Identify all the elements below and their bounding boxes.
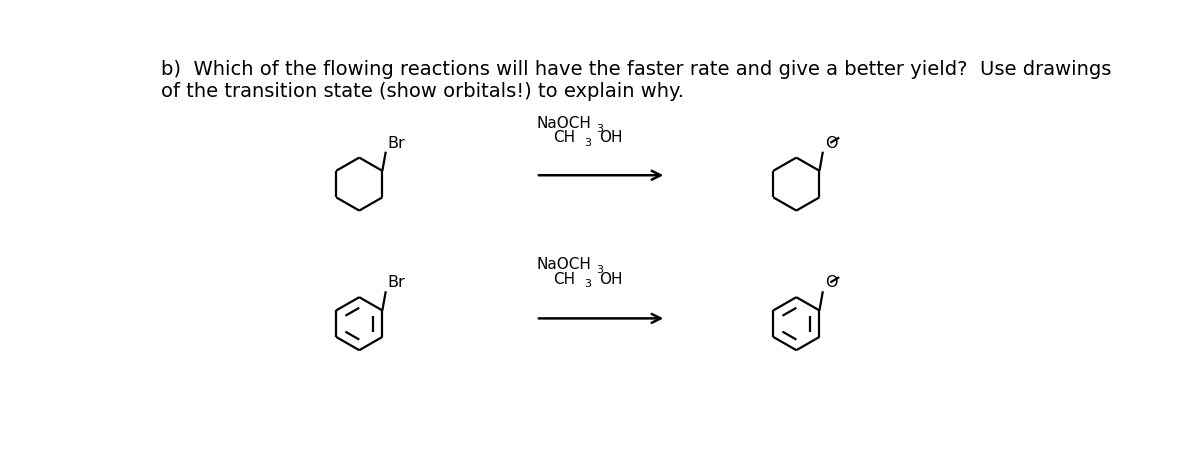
Text: 3: 3 xyxy=(584,279,592,289)
Text: b)  Which of the flowing reactions will have the faster rate and give a better y: b) Which of the flowing reactions will h… xyxy=(161,61,1111,101)
Text: 3: 3 xyxy=(584,138,592,148)
Text: CH: CH xyxy=(553,272,575,286)
Text: CH: CH xyxy=(553,130,575,145)
Text: 3: 3 xyxy=(596,123,604,134)
Text: OH: OH xyxy=(599,272,623,286)
Text: NaOCH: NaOCH xyxy=(536,257,592,273)
Text: 3: 3 xyxy=(596,265,604,275)
Text: Br: Br xyxy=(388,275,406,290)
Text: OH: OH xyxy=(599,130,623,145)
Text: O: O xyxy=(824,275,838,290)
Text: Br: Br xyxy=(388,135,406,151)
Text: O: O xyxy=(824,135,838,151)
Text: NaOCH: NaOCH xyxy=(536,116,592,131)
